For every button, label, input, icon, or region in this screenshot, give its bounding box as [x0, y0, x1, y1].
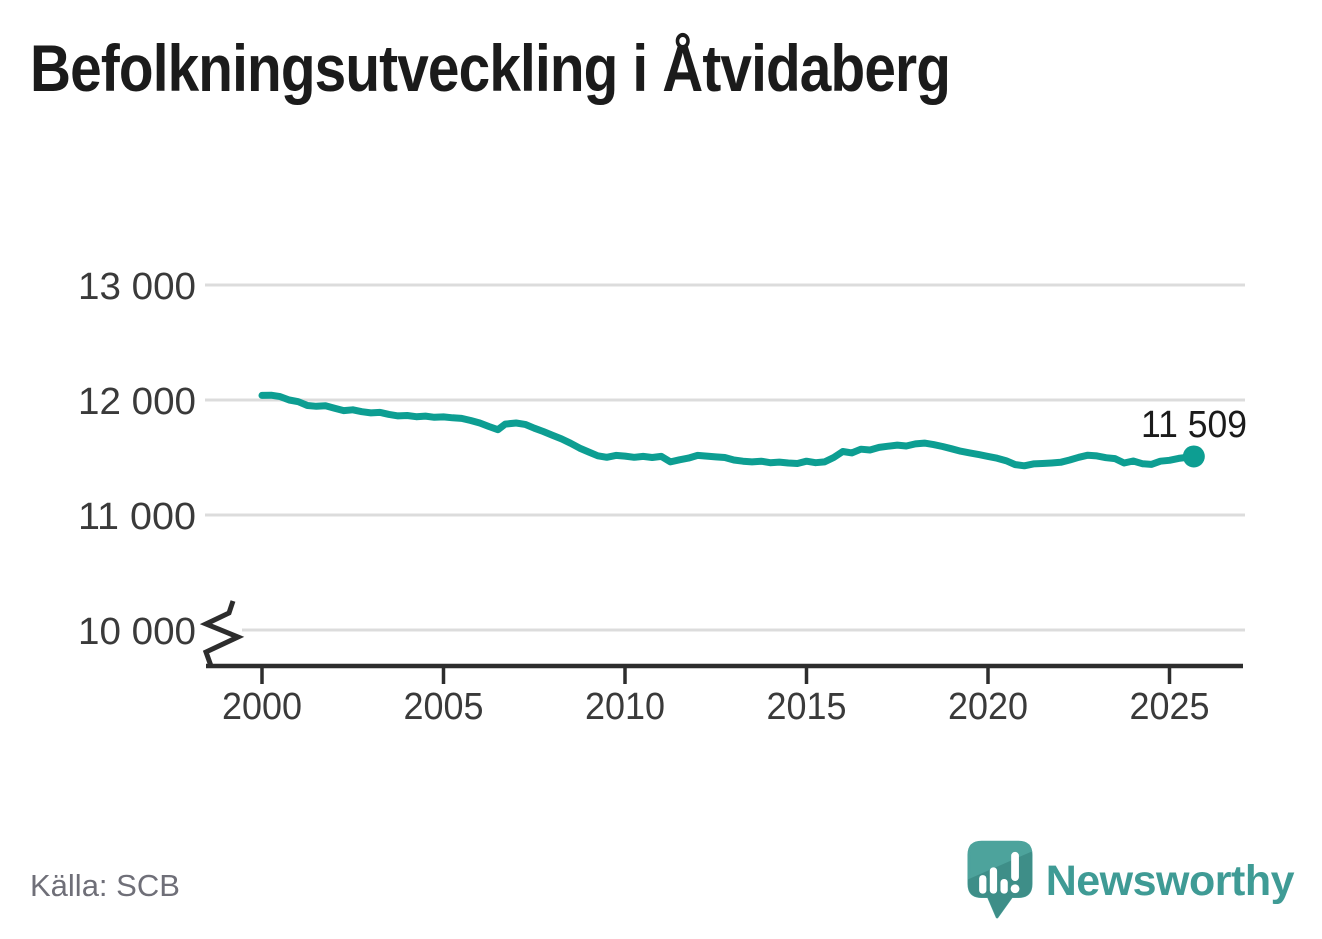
y-tick-label: 13 000 [78, 266, 196, 308]
endpoint-value-label: 11 509 [1141, 404, 1247, 446]
x-tick-label: 2020 [948, 686, 1028, 728]
x-tick-label: 2005 [404, 686, 484, 728]
y-tick-label: 12 000 [78, 381, 196, 423]
y-tick-label: 11 000 [78, 496, 196, 538]
x-tick-label: 2025 [1130, 686, 1210, 728]
x-tick-label: 2015 [767, 686, 847, 728]
logo-exclamation-bar [1010, 851, 1019, 881]
source-text: Källa: SCB [30, 868, 180, 903]
newsworthy-wordmark: Newsworthy [1045, 856, 1295, 905]
logo-exclamation-dot [1010, 884, 1020, 894]
x-tick-label: 2010 [585, 686, 665, 728]
population-line [258, 391, 1198, 470]
logo-bar [989, 867, 997, 894]
y-tick-label: 10 000 [78, 611, 196, 653]
endpoint-dot [1182, 445, 1205, 468]
logo-bar [1000, 879, 1008, 894]
logo-bar [978, 875, 987, 894]
page-title: Befolkningsutveckling i Åtvidaberg [30, 31, 951, 105]
y-axis-break-icon [199, 600, 245, 667]
newsworthy-logo-icon [967, 840, 1033, 919]
x-tick-label: 2000 [222, 686, 302, 728]
newsworthy-brand: Newsworthy [967, 840, 1295, 922]
